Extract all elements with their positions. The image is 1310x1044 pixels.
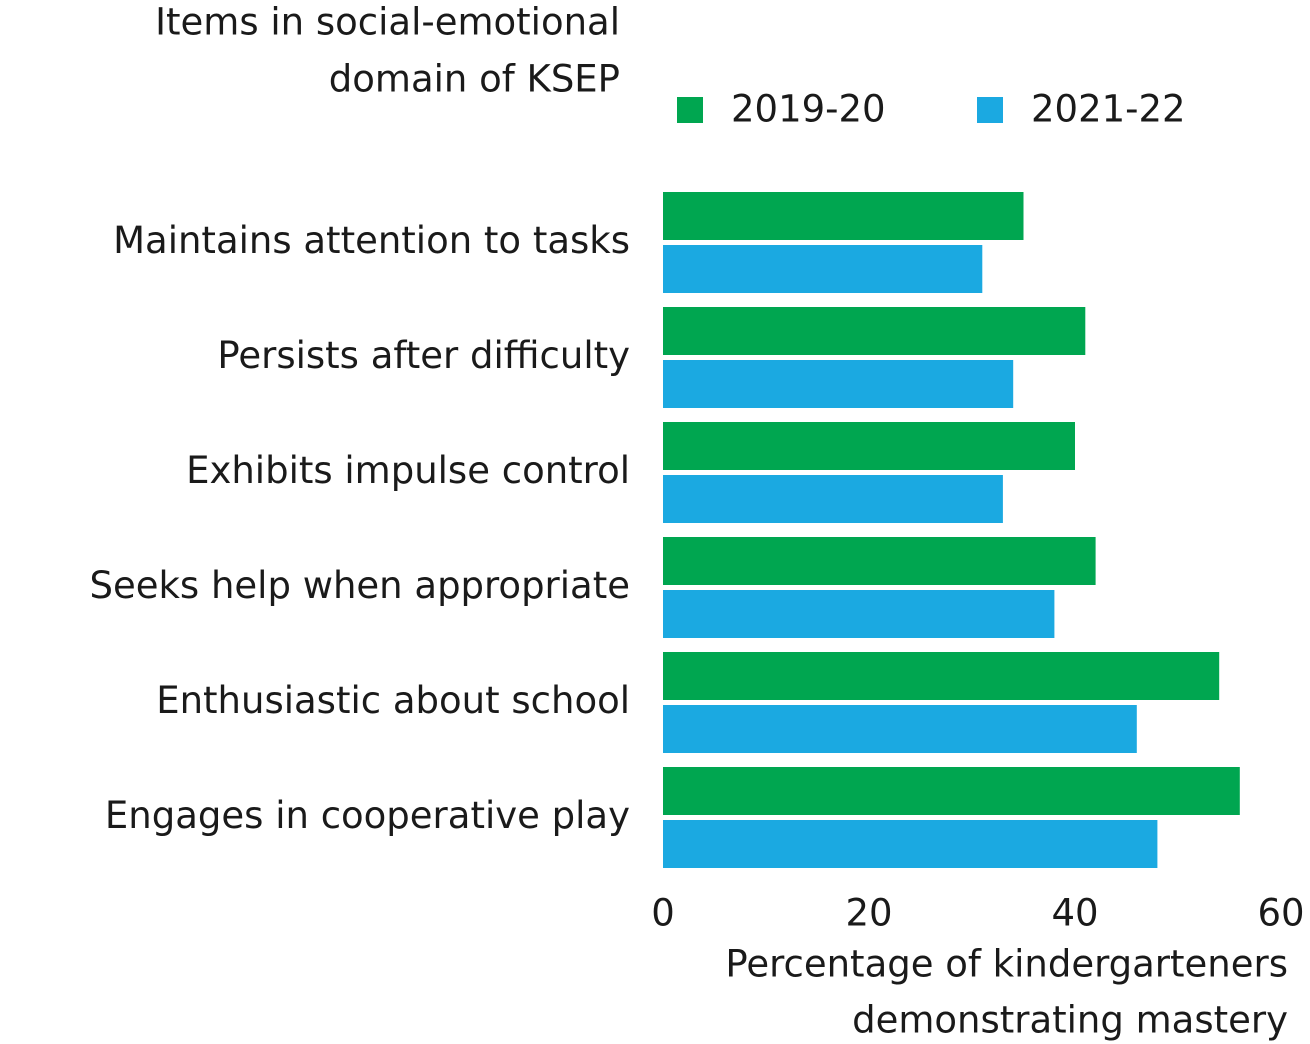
legend-label: 2019-20 xyxy=(731,88,886,131)
x-tick-label: 60 xyxy=(1257,892,1304,935)
bar xyxy=(663,192,1024,240)
x-tick-label: 0 xyxy=(651,892,675,935)
x-tick-label: 40 xyxy=(1051,892,1098,935)
y-tick-label: Enthusiastic about school xyxy=(156,679,630,722)
bar xyxy=(663,705,1137,753)
bar xyxy=(663,590,1055,638)
y-tick-label: Maintains attention to tasks xyxy=(113,219,630,262)
y-axis-label: Items in social-emotional xyxy=(155,1,620,44)
y-tick-label: Persists after difficulty xyxy=(217,334,630,377)
x-axis-label: Percentage of kindergarteners xyxy=(725,943,1288,986)
bar xyxy=(663,820,1158,868)
bar xyxy=(663,475,1003,523)
bar xyxy=(663,767,1240,815)
legend-swatch xyxy=(977,97,1003,123)
y-tick-label: Seeks help when appropriate xyxy=(89,564,630,607)
bar xyxy=(663,307,1086,355)
y-tick-label: Engages in cooperative play xyxy=(105,794,630,837)
legend-swatch xyxy=(677,97,703,123)
legend-label: 2021-22 xyxy=(1031,88,1186,131)
x-tick-label: 20 xyxy=(845,892,892,935)
bar xyxy=(663,360,1014,408)
bar xyxy=(663,245,983,293)
y-tick-label: Exhibits impulse control xyxy=(186,449,630,492)
bar xyxy=(663,422,1075,470)
bar xyxy=(663,652,1220,700)
x-axis-label: demonstrating mastery xyxy=(852,999,1288,1042)
bar xyxy=(663,537,1096,585)
y-axis-label: domain of KSEP xyxy=(329,58,620,101)
